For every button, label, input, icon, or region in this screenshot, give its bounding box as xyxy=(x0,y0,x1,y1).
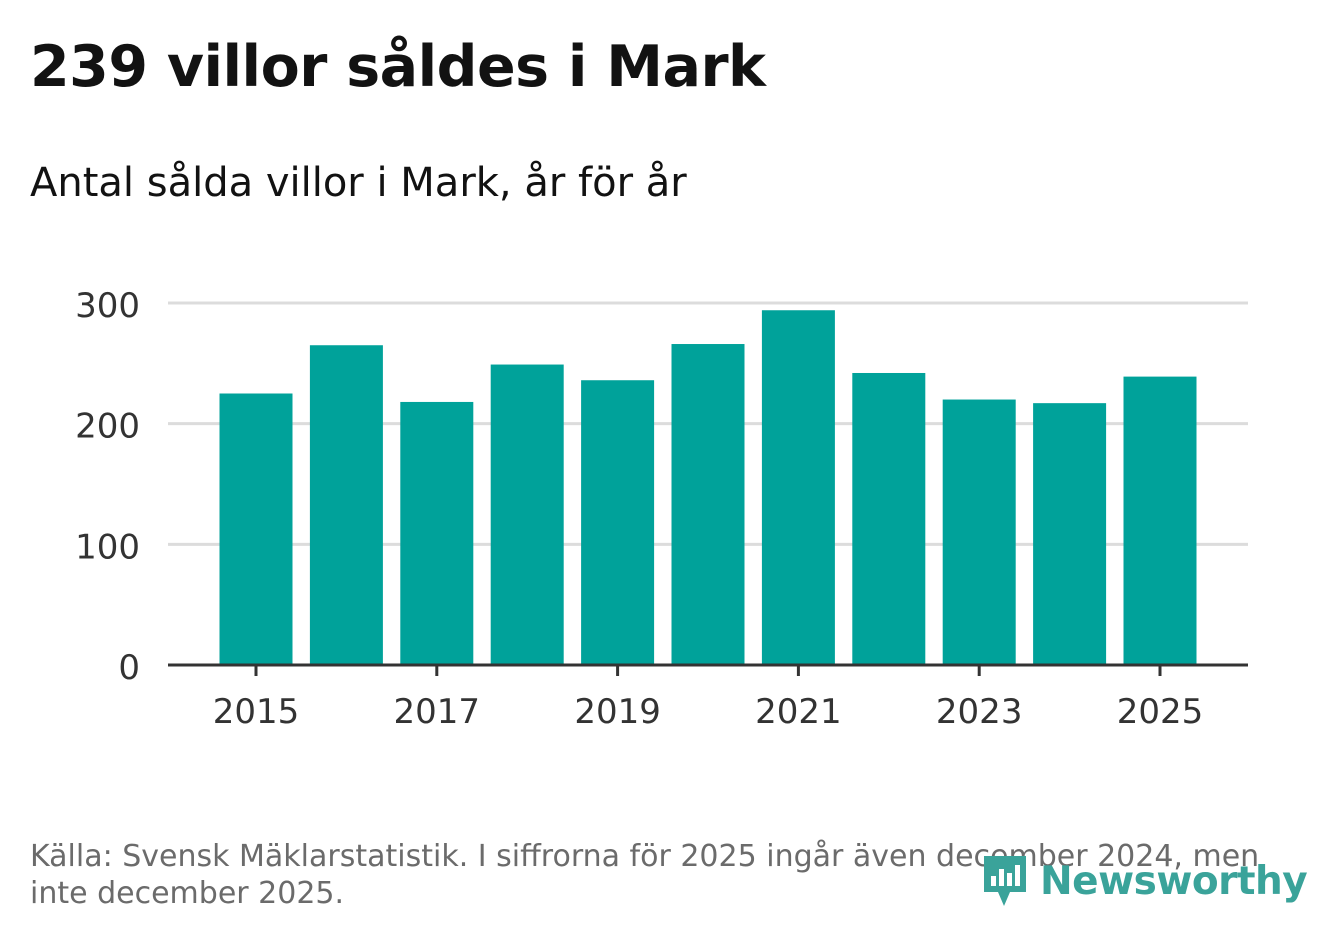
x-tick-label: 2023 xyxy=(936,692,1023,732)
x-tick-label: 2021 xyxy=(755,692,842,732)
x-tick-label: 2025 xyxy=(1117,692,1204,732)
bar-2023 xyxy=(942,399,1016,665)
newsworthy-logo[interactable]: Newsworthy xyxy=(980,852,1308,910)
bar-2019 xyxy=(581,380,655,665)
bar-2021 xyxy=(761,310,835,665)
y-tick-label: 100 xyxy=(75,527,140,567)
bar-2024 xyxy=(1033,403,1107,665)
chart-subtitle: Antal sålda villor i Mark, år för år xyxy=(30,160,687,206)
bar-2020 xyxy=(671,344,745,665)
bar-2025 xyxy=(1123,376,1197,665)
bars xyxy=(219,310,1197,665)
bar-chart: 0 100 200 300 2015 2017 2019 2021 2023 2025 xyxy=(75,286,1248,732)
x-tick-label: 2019 xyxy=(574,692,661,732)
x-tick-label: 2015 xyxy=(213,692,300,732)
bar-2022 xyxy=(852,372,926,665)
y-tick-label: 0 xyxy=(118,648,140,688)
bar-2015 xyxy=(219,393,293,665)
x-tick-label: 2017 xyxy=(394,692,481,732)
y-tick-label: 300 xyxy=(75,286,140,326)
source-note: Källa: Svensk Mäklarstatistik. I siffror… xyxy=(30,839,1260,911)
brand-name: Newsworthy xyxy=(1040,858,1308,904)
bar-2017 xyxy=(400,401,474,665)
bar-2018 xyxy=(490,364,564,665)
y-tick-label: 200 xyxy=(75,407,140,447)
axes: 0 100 200 300 2015 2017 2019 2021 2023 2025 xyxy=(75,286,1248,732)
newsworthy-logo-icon xyxy=(984,856,1026,906)
bar-2016 xyxy=(309,345,383,665)
chart-title: 239 villor såldes i Mark xyxy=(30,34,766,100)
